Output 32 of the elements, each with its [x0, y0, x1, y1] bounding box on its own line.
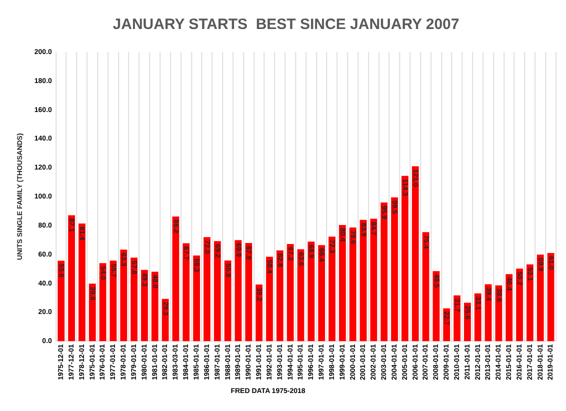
bar: [308, 242, 315, 342]
bar: [182, 243, 190, 342]
chart-title: JANUARY STARTS BEST SINCE JANUARY 2007: [112, 16, 460, 34]
bar: [130, 258, 138, 342]
bar: [506, 274, 513, 342]
bar: [141, 270, 148, 342]
bar: [318, 245, 326, 342]
bar: [256, 284, 263, 342]
bar: [204, 237, 210, 342]
bar: [349, 228, 356, 342]
bar: [338, 224, 346, 342]
bar: [68, 215, 75, 342]
bar: [78, 223, 86, 342]
bar: [516, 268, 523, 342]
bar: [536, 254, 544, 342]
bar: [245, 243, 252, 342]
bar: [370, 218, 378, 342]
bar: [391, 197, 398, 342]
bar: [266, 256, 273, 342]
bar: [193, 255, 200, 342]
bar: [224, 260, 232, 342]
bar: [286, 244, 294, 342]
bar: [58, 260, 65, 342]
bar: [526, 264, 534, 342]
bar: [412, 166, 419, 342]
bar: [120, 250, 128, 342]
bar: [380, 202, 388, 342]
bar: [328, 236, 336, 342]
bar: [401, 176, 408, 342]
bar: [151, 272, 158, 342]
bar: [276, 250, 284, 342]
bar: [214, 241, 221, 342]
